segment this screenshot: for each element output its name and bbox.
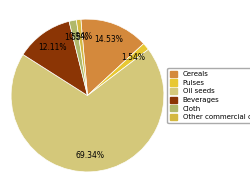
Wedge shape xyxy=(69,20,87,96)
Wedge shape xyxy=(11,49,164,172)
Text: 1.54%: 1.54% xyxy=(121,53,145,62)
Wedge shape xyxy=(23,21,88,96)
Text: 12.11%: 12.11% xyxy=(38,43,67,52)
Text: 1.55%: 1.55% xyxy=(64,32,88,41)
Wedge shape xyxy=(81,19,144,96)
Legend: Cereals, Pulses, Oil seeds, Beverages, Cloth, Other commercial crops: Cereals, Pulses, Oil seeds, Beverages, C… xyxy=(167,68,250,123)
Text: 0.94%: 0.94% xyxy=(68,32,92,41)
Wedge shape xyxy=(88,44,148,96)
Text: 14.53%: 14.53% xyxy=(94,35,124,45)
Text: 69.34%: 69.34% xyxy=(76,151,104,159)
Wedge shape xyxy=(76,19,88,96)
